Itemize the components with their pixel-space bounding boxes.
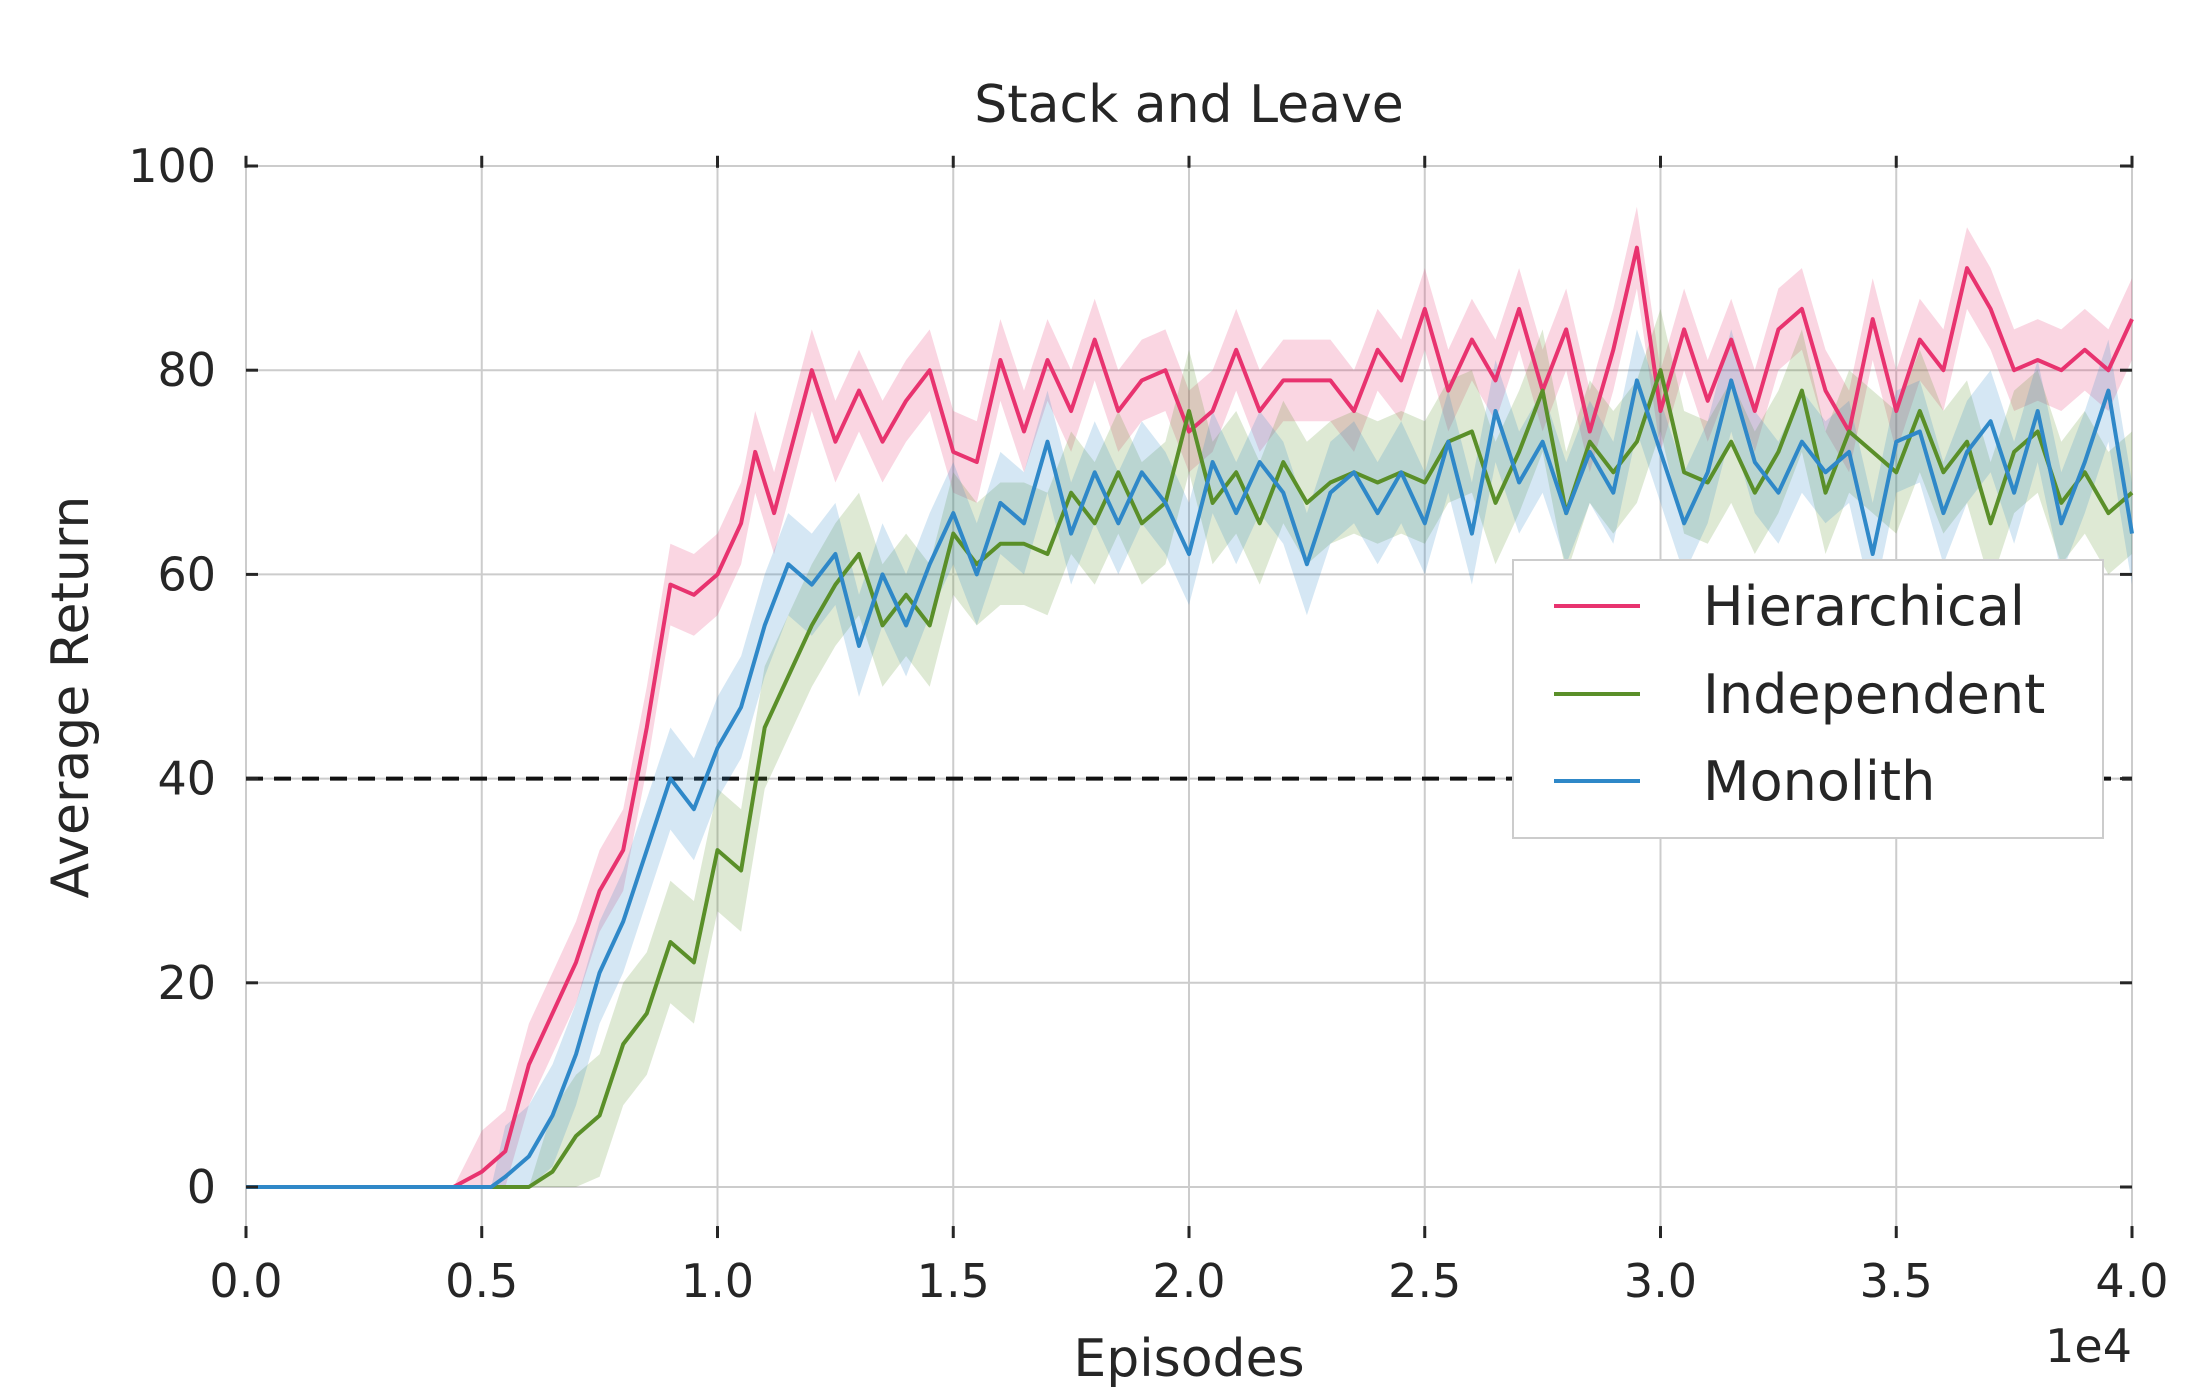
x-offset-label: 1e4 (2045, 1319, 2132, 1373)
legend-label-monolith: Monolith (1703, 750, 1935, 813)
x-tick-label: 1.0 (681, 1254, 754, 1308)
legend: Hierarchical Independent Monolith (1512, 559, 2104, 839)
series-line-monolith (246, 378, 2134, 1189)
x-tick-label: 3.0 (1624, 1254, 1697, 1308)
legend-label-hierarchical: Hierarchical (1703, 575, 2025, 638)
axis-ticks (244, 155, 2134, 1239)
x-tick-label: 0.5 (445, 1254, 518, 1308)
x-tick-label: 4.0 (2095, 1254, 2168, 1308)
chart-title: Stack and Leave (974, 75, 1404, 135)
x-tick-label: 3.5 (1860, 1254, 1933, 1308)
series-line-hierarchical (246, 245, 2134, 1189)
y-tick-label: 40 (157, 752, 216, 806)
x-tick-label: 2.5 (1388, 1254, 1461, 1308)
y-tick-label: 60 (157, 547, 216, 601)
y-axis-label: Average Return (41, 496, 101, 899)
y-tick-label: 0 (187, 1160, 216, 1214)
tick-labels: 0.0 0.5 1.0 1.5 2.0 2.5 3.0 3.5 4.0 0 20 40 60 80 100 (128, 139, 2168, 1308)
y-tick-label: 100 (128, 139, 216, 193)
series-lines (246, 245, 2134, 1189)
x-tick-label: 1.5 (917, 1254, 990, 1308)
x-tick-label: 0.0 (209, 1254, 282, 1308)
legend-label-independent: Independent (1703, 663, 2045, 726)
y-tick-label: 80 (157, 343, 216, 397)
series-line-independent (246, 368, 2134, 1189)
y-tick-label: 20 (157, 956, 216, 1010)
x-axis-label: Episodes (1073, 1329, 1304, 1389)
x-tick-label: 2.0 (1152, 1254, 1225, 1308)
